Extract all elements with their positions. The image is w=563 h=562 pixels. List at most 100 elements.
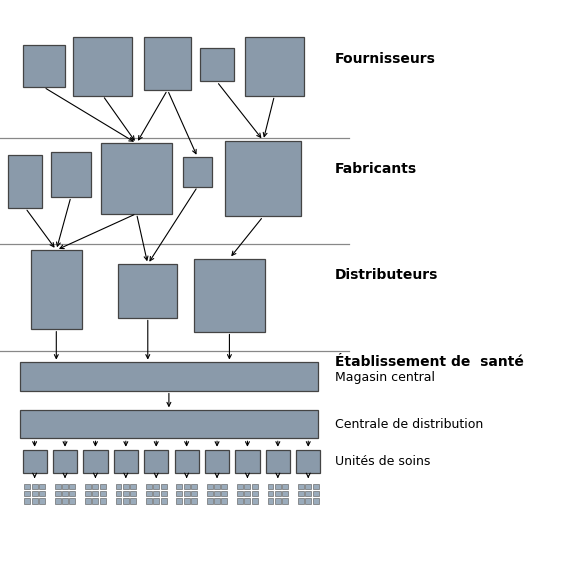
Bar	[207, 491, 213, 496]
Bar	[312, 484, 319, 489]
Bar	[20, 362, 318, 391]
Bar	[312, 498, 319, 504]
Bar	[298, 491, 304, 496]
Bar	[144, 450, 168, 473]
Bar	[130, 491, 136, 496]
Bar	[32, 484, 38, 489]
Bar	[146, 484, 152, 489]
Bar	[205, 450, 229, 473]
Bar	[153, 484, 159, 489]
Bar	[31, 250, 82, 329]
Bar	[267, 498, 274, 504]
Bar	[92, 484, 99, 489]
Bar	[53, 450, 77, 473]
Bar	[123, 484, 129, 489]
Bar	[235, 450, 260, 473]
Bar	[194, 259, 265, 332]
Bar	[252, 484, 258, 489]
Text: Unités de soins: Unités de soins	[335, 455, 430, 469]
Bar	[225, 140, 301, 216]
Bar	[237, 498, 243, 504]
Bar	[83, 450, 108, 473]
Bar	[184, 484, 190, 489]
Bar	[23, 450, 47, 473]
Bar	[51, 152, 91, 197]
Bar	[237, 491, 243, 496]
Bar	[184, 498, 190, 504]
Bar	[92, 498, 99, 504]
Bar	[62, 498, 68, 504]
Bar	[282, 498, 288, 504]
Bar	[62, 484, 68, 489]
Bar	[214, 484, 220, 489]
Bar	[252, 491, 258, 496]
Bar	[191, 498, 197, 504]
Bar	[160, 498, 167, 504]
Text: Établissement de  santé: Établissement de santé	[335, 356, 524, 369]
Text: Distributeurs: Distributeurs	[335, 269, 439, 282]
Bar	[200, 48, 234, 81]
Bar	[85, 498, 91, 504]
Bar	[176, 491, 182, 496]
Bar	[160, 484, 167, 489]
Bar	[305, 498, 311, 504]
Bar	[275, 491, 281, 496]
Bar	[92, 491, 99, 496]
Bar	[130, 484, 136, 489]
Text: Magasin central: Magasin central	[335, 371, 435, 384]
Bar	[153, 491, 159, 496]
Bar	[100, 484, 106, 489]
Bar	[73, 37, 132, 96]
Bar	[144, 37, 191, 90]
Bar	[298, 498, 304, 504]
Bar	[24, 491, 30, 496]
Bar	[69, 498, 75, 504]
Bar	[266, 450, 290, 473]
Bar	[123, 498, 129, 504]
Bar	[267, 491, 274, 496]
Bar	[32, 491, 38, 496]
Bar	[305, 484, 311, 489]
Bar	[221, 498, 227, 504]
Bar	[296, 450, 320, 473]
Bar	[146, 498, 152, 504]
Bar	[115, 491, 122, 496]
Bar	[298, 484, 304, 489]
Bar	[55, 491, 61, 496]
Bar	[245, 37, 304, 96]
Bar	[118, 264, 177, 318]
Bar	[207, 498, 213, 504]
Bar	[312, 491, 319, 496]
Bar	[214, 498, 220, 504]
Bar	[244, 498, 251, 504]
Bar	[183, 157, 212, 187]
Bar	[275, 498, 281, 504]
Bar	[214, 491, 220, 496]
Bar	[244, 491, 251, 496]
Bar	[55, 498, 61, 504]
Bar	[146, 491, 152, 496]
Bar	[39, 491, 45, 496]
Bar	[100, 498, 106, 504]
Bar	[267, 484, 274, 489]
Bar	[123, 491, 129, 496]
Bar	[282, 491, 288, 496]
Bar	[221, 484, 227, 489]
Bar	[191, 484, 197, 489]
Bar	[69, 484, 75, 489]
Bar	[39, 498, 45, 504]
Bar	[32, 498, 38, 504]
Bar	[176, 498, 182, 504]
Bar	[275, 484, 281, 489]
Bar	[184, 491, 190, 496]
Bar	[100, 491, 106, 496]
Bar	[20, 410, 318, 438]
Bar	[55, 484, 61, 489]
Bar	[305, 491, 311, 496]
Bar	[207, 484, 213, 489]
Bar	[8, 155, 42, 208]
Text: Centrale de distribution: Centrale de distribution	[335, 418, 483, 432]
Bar	[221, 491, 227, 496]
Bar	[244, 484, 251, 489]
Bar	[153, 498, 159, 504]
